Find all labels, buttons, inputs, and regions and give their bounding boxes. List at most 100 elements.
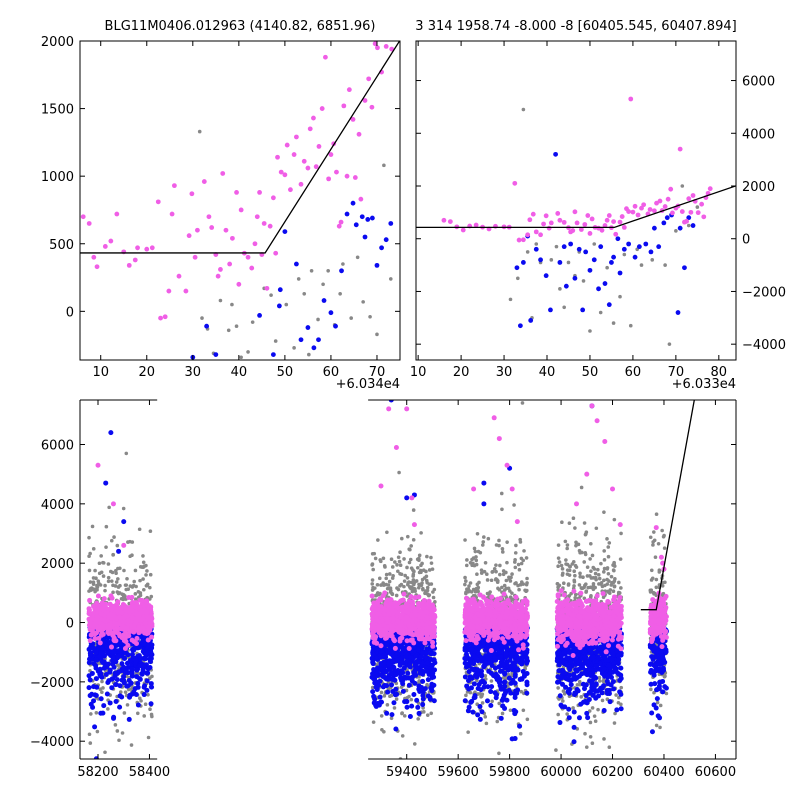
- full-lightcurve-point-blue: [98, 710, 104, 716]
- full-lightcurve-point-gray: [464, 591, 468, 596]
- full-lightcurve-point-gray: [649, 568, 654, 573]
- full-lightcurve-point-blue: [139, 671, 145, 677]
- full-lightcurve-point-blue: [107, 700, 113, 706]
- zoom-left-point-blue: [298, 337, 304, 343]
- full-lightcurve-point-gray: [408, 557, 413, 562]
- zoom-right-point-blue: [606, 302, 612, 308]
- full-lightcurve-point-gray: [658, 703, 663, 708]
- full-lightcurve-point-gray: [483, 560, 488, 565]
- full-lightcurve-point-gray: [395, 586, 399, 590]
- zoom-left-xtick-label: 70: [369, 365, 386, 380]
- full-lightcurve-point-blue: [472, 694, 478, 700]
- full-lightcurve-point-gray: [568, 564, 572, 569]
- zoom-right-ytick-label: 6000: [742, 75, 775, 90]
- full-lightcurve-point-gray: [484, 721, 489, 726]
- full-lightcurve-point-gray: [106, 562, 111, 566]
- zoom-right-plot-area: [416, 96, 736, 346]
- full-lightcurve-point-blue: [406, 682, 412, 688]
- full-lightcurve-point-blue: [509, 638, 515, 644]
- zoom-left-point-blue: [369, 215, 375, 221]
- full-lightcurve-point-gray: [114, 580, 119, 584]
- full-lightcurve-point-blue: [400, 688, 406, 694]
- full-lightcurve-point-blue: [468, 675, 474, 681]
- full-lightcurve-point-blue: [92, 724, 98, 730]
- full-lightcurve-point-blue: [465, 708, 471, 714]
- full-lightcurve-point-blue: [134, 674, 140, 680]
- zoom-right-point-magenta: [688, 209, 694, 215]
- zoom-right-point-gray: [622, 252, 627, 257]
- full-lightcurve-point-gray: [571, 706, 575, 710]
- zoom-right-point-magenta: [538, 232, 543, 238]
- full-lightcurve-point-blue: [420, 693, 426, 699]
- zoom-right-point-blue: [553, 151, 558, 157]
- zoom-right-point-gray: [650, 258, 655, 262]
- zoom-right-point-magenta: [613, 231, 619, 237]
- full-lightcurve-point-gray: [476, 589, 480, 594]
- zoom-left-point-magenta: [313, 164, 319, 170]
- full-lightcurve-point-gray: [594, 577, 598, 582]
- zoom-right-xtick-label: 70: [668, 365, 685, 380]
- full-lightcurve-point-gray: [588, 720, 593, 725]
- zoom-right-point-blue: [664, 215, 670, 221]
- full-lightcurve-point-gray: [524, 589, 528, 594]
- full-lightcurve-point-gray: [560, 520, 564, 525]
- full-lightcurve-point-blue: [498, 654, 504, 660]
- full-lightcurve-point-gray: [396, 569, 400, 574]
- zoom-left-point-magenta: [192, 254, 198, 260]
- full-lightcurve-point-gray: [617, 695, 621, 700]
- full-lightcurve-point-gray: [572, 578, 577, 583]
- zoom-left-point-magenta: [149, 245, 155, 251]
- zoom-right-xtick-label: 30: [496, 365, 513, 380]
- full-lightcurve-point-gray: [468, 690, 473, 695]
- zoom-left-point-magenta: [234, 189, 239, 195]
- full-lightcurve-point-gray: [610, 580, 614, 585]
- full-lightcurve-point-gray: [120, 731, 125, 735]
- full-lightcurve-point-gray: [376, 538, 380, 542]
- zoom-right-point-blue: [609, 260, 614, 265]
- full-lightcurve-point-blue: [370, 689, 376, 695]
- full-lightcurve-point-gray: [106, 707, 110, 711]
- full-lightcurve-point-gray: [508, 579, 513, 583]
- full-lightcurve-point-blue: [415, 704, 421, 710]
- full-lightcurve-point-gray: [100, 690, 104, 694]
- zoom-left-point-magenta: [236, 281, 242, 287]
- full-lightcurve-point-gray: [125, 577, 129, 581]
- full-lightcurve-point-gray: [138, 696, 142, 701]
- full-lightcurve-point-gray: [519, 561, 524, 566]
- full-lightcurve-point-gray: [111, 583, 115, 588]
- full-lightcurve-point-gray: [409, 544, 413, 548]
- full-lightcurve-point-gray: [389, 693, 394, 698]
- full-lightcurve-point-blue: [522, 672, 528, 678]
- zoom-left-point-gray: [200, 316, 204, 320]
- full-lightcurve-point-gray: [429, 561, 434, 565]
- full-lightcurve-point-blue: [97, 666, 103, 672]
- zoom-left-xtick-label: 20: [138, 365, 155, 380]
- full-lightcurve-point-gray: [117, 591, 122, 595]
- full-lightcurve-point-blue: [91, 684, 97, 690]
- full-lightcurve-point-blue: [384, 683, 390, 689]
- full-lightcurve-point-gray: [89, 712, 93, 716]
- zoom-right-point-gray: [680, 184, 685, 188]
- full-lightcurve-point-gray: [373, 556, 378, 561]
- full-lightcurve-point-blue: [98, 650, 104, 656]
- full-lightcurve-point-gray: [504, 578, 509, 583]
- full-lightcurve-point-gray: [116, 566, 120, 571]
- full-lightcurve-point-gray: [505, 540, 509, 544]
- full-lightcurve-point-gray: [500, 507, 504, 512]
- full-lightcurve-point-gray: [619, 702, 623, 707]
- zoom-left-point-magenta: [186, 233, 192, 239]
- full-lightcurve-point-gray: [409, 585, 414, 589]
- full-lightcurve-point-gray: [384, 572, 389, 577]
- zoom-left-point-magenta: [227, 261, 233, 267]
- full-lightcurve-point-gray: [576, 542, 581, 547]
- full-lightcurve-point-blue: [500, 703, 506, 709]
- full-lightcurve-point-blue: [135, 702, 141, 708]
- full-lightcurve-point-gray: [654, 585, 659, 590]
- full-lightcurve-point-blue: [498, 715, 504, 721]
- full-lightcurve-point-blue: [383, 669, 389, 675]
- zoom-left-xtick-label: 10: [92, 365, 109, 380]
- zoom-right-point-gray: [558, 287, 562, 291]
- full-lightcurve-point-gray: [417, 556, 421, 561]
- full-lightcurve-point-blue: [515, 667, 521, 673]
- full-lightcurve-point-gray: [660, 584, 665, 588]
